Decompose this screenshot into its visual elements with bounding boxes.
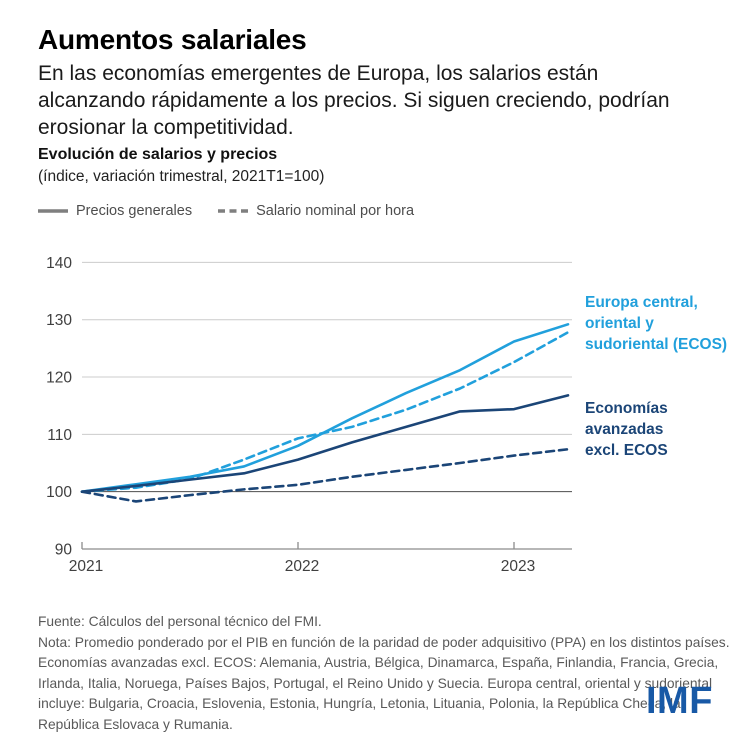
y-axis-tick-label: 90: [55, 542, 73, 559]
solid-line-swatch-icon: [38, 209, 68, 213]
legend-item-prices: Precios generales: [38, 203, 192, 219]
wage-price-line-chart: 90 100 110 120 130 140 2021 2022 2023: [46, 255, 572, 575]
x-axis-tick-label: 2023: [501, 558, 535, 575]
y-axis-tick-label: 120: [46, 370, 72, 387]
legend-item-wages: Salario nominal por hora: [218, 203, 414, 219]
series-line-1: [80, 331, 570, 493]
y-axis-tick-label: 130: [46, 312, 72, 329]
dashed-line-swatch-icon: [218, 209, 249, 213]
series-line-0: [80, 323, 570, 493]
series-label-advanced-economies: Economías avanzadas excl. ECOS: [585, 400, 668, 459]
x-axis-tick-label: 2022: [285, 558, 319, 575]
page-subtitle: En las economías emergentes de Europa, l…: [38, 62, 670, 139]
chart-title: Evolución de salarios y precios: [38, 146, 278, 163]
footer-notes: Fuente: Cálculos del personal técnico de…: [38, 612, 730, 735]
legend-label-prices: Precios generales: [76, 203, 193, 219]
y-axis-tick-label: 140: [46, 255, 72, 272]
footer-note: Nota: Promedio ponderado por el PIB en f…: [38, 634, 730, 732]
series-line-2: [80, 394, 570, 493]
series-line-3: [80, 447, 570, 503]
chart-subtitle: (índice, variación trimestral, 2021T1=10…: [38, 168, 325, 185]
page-title: Aumentos salariales: [38, 24, 307, 55]
imf-logo: IMF: [646, 680, 713, 722]
legend: Precios generales Salario nominal por ho…: [38, 203, 414, 219]
y-axis-tick-label: 110: [47, 427, 72, 444]
legend-label-wages: Salario nominal por hora: [256, 203, 415, 219]
series-label-ecos: Europa central, oriental y sudoriental (…: [585, 294, 728, 353]
footer-source: Fuente: Cálculos del personal técnico de…: [38, 614, 322, 629]
y-axis-tick-label: 100: [46, 484, 72, 501]
x-axis-tick-label: 2021: [69, 558, 103, 575]
